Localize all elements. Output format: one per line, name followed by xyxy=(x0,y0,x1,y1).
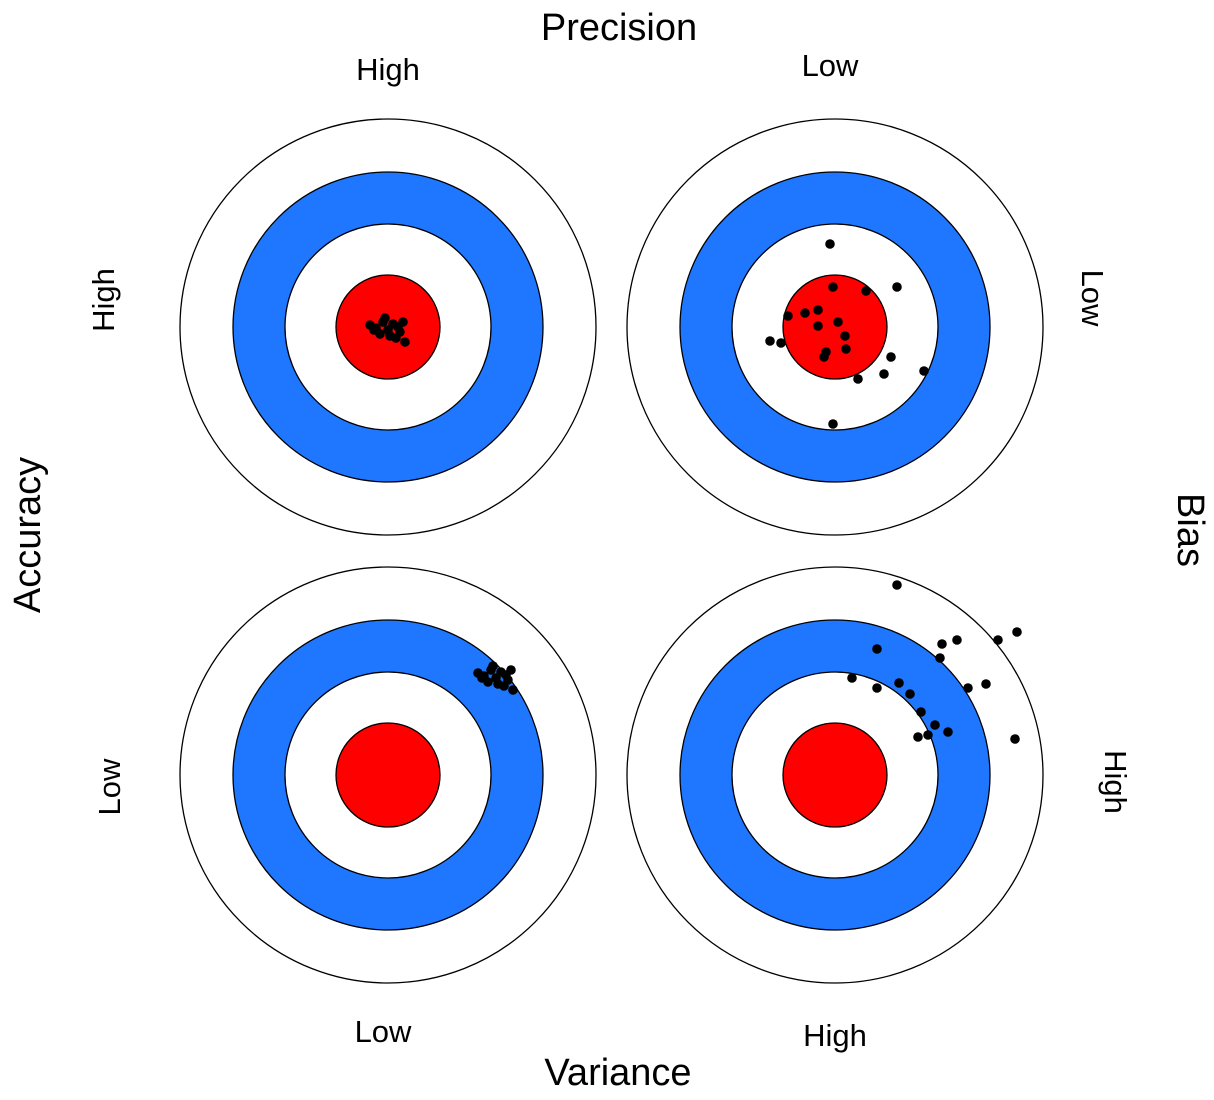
precision-label: Low xyxy=(802,48,859,83)
shot-dot xyxy=(892,282,902,292)
shot-dot xyxy=(943,727,953,737)
shot-dot xyxy=(919,366,929,376)
shot-dot xyxy=(1010,734,1020,744)
accuracy-title: Accuracy xyxy=(7,457,49,613)
shot-dot xyxy=(840,331,850,341)
shot-dot xyxy=(993,635,1003,645)
shot-dot xyxy=(861,286,871,296)
shot-dot xyxy=(937,639,947,649)
shot-dot xyxy=(813,305,823,315)
shot-dot xyxy=(488,661,498,671)
shot-dot xyxy=(853,374,863,384)
shot-dot xyxy=(828,282,838,292)
target-bullseye xyxy=(782,722,888,828)
shot-dot xyxy=(800,308,810,318)
shot-dot xyxy=(913,732,923,742)
shot-dot xyxy=(930,720,940,730)
shot-dot xyxy=(952,635,962,645)
shot-dot xyxy=(847,673,857,683)
shot-dot xyxy=(380,313,390,323)
shot-dot xyxy=(1012,627,1022,637)
shot-dot xyxy=(892,580,902,590)
shot-dot xyxy=(879,369,889,379)
shot-dot xyxy=(508,685,518,695)
shot-dot xyxy=(819,352,829,362)
variance-label: Low xyxy=(355,1014,412,1049)
target-bullseye xyxy=(335,722,441,828)
shot-dot xyxy=(935,653,945,663)
bias-title: Bias xyxy=(1169,493,1211,567)
variance-label: High xyxy=(803,1018,867,1053)
variance-title: Variance xyxy=(544,1052,691,1094)
shot-dot xyxy=(765,336,775,346)
shot-dot xyxy=(477,673,487,683)
shot-dot xyxy=(916,707,926,717)
shot-dot xyxy=(981,679,991,689)
accuracy-label: High xyxy=(86,268,121,332)
shot-dot xyxy=(506,665,516,675)
shot-dot xyxy=(813,321,823,331)
shot-dot xyxy=(400,337,410,347)
shot-dot xyxy=(369,325,379,335)
shot-dot xyxy=(886,352,896,362)
shot-dot xyxy=(963,683,973,693)
shot-dot xyxy=(398,317,408,327)
shot-dot xyxy=(825,239,835,249)
shot-dot xyxy=(905,689,915,699)
shot-dot xyxy=(841,344,851,354)
shot-dot xyxy=(872,683,882,693)
shot-dot xyxy=(923,730,933,740)
shot-dot xyxy=(894,678,904,688)
bias-label: Low xyxy=(1075,270,1110,327)
shot-dot xyxy=(833,317,843,327)
shot-dot xyxy=(395,327,405,337)
shot-dot xyxy=(828,419,838,429)
shot-dot xyxy=(872,644,882,654)
precision-label: High xyxy=(356,52,420,87)
shot-dot xyxy=(503,675,513,685)
shot-dot xyxy=(776,338,786,348)
precision-title: Precision xyxy=(541,7,697,49)
target-bullseye xyxy=(782,274,888,380)
accuracy-label: Low xyxy=(92,758,127,815)
bias-label: High xyxy=(1098,750,1133,814)
shot-dot xyxy=(783,311,793,321)
